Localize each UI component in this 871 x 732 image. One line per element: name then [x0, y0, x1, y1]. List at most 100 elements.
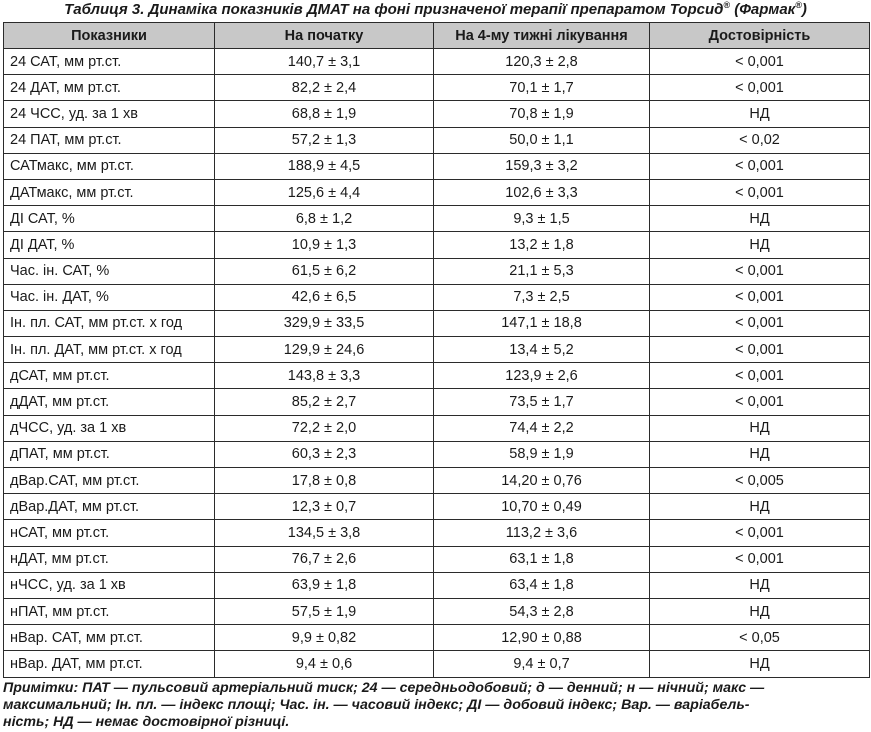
- significance-cell: < 0,001: [649, 257, 870, 285]
- registered-mark: ®: [795, 0, 802, 10]
- notes-line: ність; НД — немає достовірної різниці.: [3, 714, 290, 730]
- significance-cell: < 0,02: [649, 126, 870, 154]
- table-row: Час. ін. САТ, % 61,5 ± 6,2 21,1 ± 5,3 < 0,0…: [3, 257, 870, 285]
- significance-cell: < 0,005: [649, 466, 870, 495]
- significance-cell: < 0,001: [649, 545, 870, 573]
- week4-value-cell: 102,6 ± 3,3: [433, 178, 650, 207]
- indicator-cell: ДІ ДАТ, %: [3, 231, 215, 259]
- significance-cell: НД: [649, 231, 870, 259]
- table-row: нПАТ, мм рт.ст. 57,5 ± 1,9 54,3 ± 2,8 НД: [3, 597, 870, 626]
- indicator-cell: нВар. ДАТ, мм рт.ст.: [3, 650, 215, 678]
- indicator-cell: ДАТмакс, мм рт.ст.: [3, 178, 215, 207]
- week4-value-cell: 14,20 ± 0,76: [433, 466, 650, 495]
- indicator-cell: нПАТ, мм рт.ст.: [3, 597, 215, 626]
- baseline-value-cell: 82,2 ± 2,4: [214, 74, 434, 102]
- week4-value-cell: 9,3 ± 1,5: [433, 205, 650, 233]
- baseline-value-cell: 134,5 ± 3,8: [214, 519, 434, 547]
- baseline-value-cell: 188,9 ± 4,5: [214, 152, 434, 180]
- week4-value-cell: 13,2 ± 1,8: [433, 231, 650, 259]
- baseline-value-cell: 42,6 ± 6,5: [214, 283, 434, 311]
- indicator-cell: Ін. пл. ДАТ, мм рт.ст. х год: [3, 336, 215, 364]
- significance-cell: < 0,001: [649, 362, 870, 390]
- baseline-value-cell: 6,8 ± 1,2: [214, 205, 434, 233]
- notes-line: максимальний; Ін. пл. — індекс площі; Ча…: [3, 697, 750, 713]
- week4-value-cell: 73,5 ± 1,7: [433, 388, 650, 416]
- table-row: ДІ ДАТ, % 10,9 ± 1,3 13,2 ± 1,8 НД: [3, 231, 870, 259]
- baseline-value-cell: 61,5 ± 6,2: [214, 257, 434, 285]
- indicator-cell: нВар. САТ, мм рт.ст.: [3, 624, 215, 652]
- week4-value-cell: 147,1 ± 18,8: [433, 309, 650, 338]
- table-header-row: Показники На початку На 4-му тижні лікув…: [3, 22, 870, 49]
- baseline-value-cell: 72,2 ± 2,0: [214, 414, 434, 442]
- baseline-value-cell: 57,5 ± 1,9: [214, 597, 434, 626]
- week4-value-cell: 70,8 ± 1,9: [433, 100, 650, 128]
- caption-brand: (Фармак: [730, 1, 796, 18]
- week4-value-cell: 9,4 ± 0,7: [433, 650, 650, 678]
- table-row: дВар.ДАТ, мм рт.ст. 12,3 ± 0,7 10,70 ± 0,4…: [3, 493, 870, 521]
- week4-value-cell: 58,9 ± 1,9: [433, 440, 650, 469]
- baseline-value-cell: 9,9 ± 0,82: [214, 624, 434, 652]
- baseline-value-cell: 60,3 ± 2,3: [214, 440, 434, 469]
- significance-cell: < 0,001: [649, 519, 870, 547]
- indicator-cell: 24 ДАТ, мм рт.ст.: [3, 74, 215, 102]
- indicator-cell: Час. ін. ДАТ, %: [3, 283, 215, 311]
- baseline-value-cell: 63,9 ± 1,8: [214, 571, 434, 599]
- baseline-value-cell: 129,9 ± 24,6: [214, 336, 434, 364]
- week4-value-cell: 10,70 ± 0,49: [433, 493, 650, 521]
- table-row: дСАТ, мм рт.ст. 143,8 ± 3,3 123,9 ± 2,6 < 0…: [3, 362, 870, 390]
- table-row: нСАТ, мм рт.ст. 134,5 ± 3,8 113,2 ± 3,6 < 0…: [3, 519, 870, 547]
- week4-value-cell: 13,4 ± 5,2: [433, 336, 650, 364]
- baseline-value-cell: 85,2 ± 2,7: [214, 388, 434, 416]
- indicator-cell: Час. ін. САТ, %: [3, 257, 215, 285]
- indicator-cell: дВар.ДАТ, мм рт.ст.: [3, 493, 215, 521]
- table-row: Ін. пл. ДАТ, мм рт.ст. х год 129,9 ± 24,6…: [3, 336, 870, 364]
- baseline-value-cell: 125,6 ± 4,4: [214, 178, 434, 207]
- significance-cell: < 0,001: [649, 47, 870, 76]
- significance-cell: НД: [649, 493, 870, 521]
- significance-cell: НД: [649, 205, 870, 233]
- table-row: 24 САТ, мм рт.ст. 140,7 ± 3,1 120,3 ± 2,8 <…: [3, 47, 870, 76]
- baseline-value-cell: 12,3 ± 0,7: [214, 493, 434, 521]
- week4-value-cell: 12,90 ± 0,88: [433, 624, 650, 652]
- significance-cell: НД: [649, 571, 870, 599]
- table-row: нДАТ, мм рт.ст. 76,7 ± 2,6 63,1 ± 1,8 < 0,0…: [3, 545, 870, 573]
- table-row: дВар.САТ, мм рт.ст. 17,8 ± 0,8 14,20 ± 0,7…: [3, 466, 870, 495]
- significance-cell: < 0,001: [649, 309, 870, 338]
- results-table: Показники На початку На 4-му тижні лікув…: [3, 22, 870, 678]
- week4-value-cell: 50,0 ± 1,1: [433, 126, 650, 154]
- caption-text: Таблиця 3. Динаміка показників ДМАТ на ф…: [64, 1, 724, 18]
- table-row: нВар. ДАТ, мм рт.ст. 9,4 ± 0,6 9,4 ± 0,7 НД: [3, 650, 870, 678]
- column-header-week4: На 4-му тижні лікування: [433, 22, 650, 49]
- table-row: нВар. САТ, мм рт.ст. 9,9 ± 0,82 12,90 ± 0,…: [3, 624, 870, 652]
- table-row: 24 ЧСС, уд. за 1 хв 68,8 ± 1,9 70,8 ± 1,9 Н…: [3, 100, 870, 128]
- baseline-value-cell: 10,9 ± 1,3: [214, 231, 434, 259]
- indicator-cell: нСАТ, мм рт.ст.: [3, 519, 215, 547]
- table-notes: Примітки: ПАТ — пульсовий артеріальний т…: [3, 680, 865, 731]
- baseline-value-cell: 143,8 ± 3,3: [214, 362, 434, 390]
- table-row: нЧСС, уд. за 1 хв 63,9 ± 1,8 63,4 ± 1,8 НД: [3, 571, 870, 599]
- week4-value-cell: 159,3 ± 3,2: [433, 152, 650, 180]
- significance-cell: НД: [649, 440, 870, 469]
- significance-cell: < 0,001: [649, 152, 870, 180]
- indicator-cell: 24 ЧСС, уд. за 1 хв: [3, 100, 215, 128]
- week4-value-cell: 123,9 ± 2,6: [433, 362, 650, 390]
- week4-value-cell: 70,1 ± 1,7: [433, 74, 650, 102]
- week4-value-cell: 120,3 ± 2,8: [433, 47, 650, 76]
- week4-value-cell: 54,3 ± 2,8: [433, 597, 650, 626]
- baseline-value-cell: 17,8 ± 0,8: [214, 466, 434, 495]
- significance-cell: НД: [649, 414, 870, 442]
- indicator-cell: Ін. пл. САТ, мм рт.ст. х год: [3, 309, 215, 338]
- table-row: дПАТ, мм рт.ст. 60,3 ± 2,3 58,9 ± 1,9 НД: [3, 440, 870, 469]
- indicator-cell: дПАТ, мм рт.ст.: [3, 440, 215, 469]
- column-header-indicators: Показники: [3, 22, 215, 49]
- table-body: 24 САТ, мм рт.ст. 140,7 ± 3,1 120,3 ± 2,8 <…: [3, 47, 870, 678]
- significance-cell: < 0,001: [649, 283, 870, 311]
- indicator-cell: дДАТ, мм рт.ст.: [3, 388, 215, 416]
- significance-cell: < 0,05: [649, 624, 870, 652]
- baseline-value-cell: 76,7 ± 2,6: [214, 545, 434, 573]
- table-row: Ін. пл. САТ, мм рт.ст. х год 329,9 ± 33,5…: [3, 309, 870, 338]
- baseline-value-cell: 329,9 ± 33,5: [214, 309, 434, 338]
- column-header-baseline: На початку: [214, 22, 434, 49]
- table-row: 24 ПАТ, мм рт.ст. 57,2 ± 1,3 50,0 ± 1,1 < 0…: [3, 126, 870, 154]
- significance-cell: НД: [649, 597, 870, 626]
